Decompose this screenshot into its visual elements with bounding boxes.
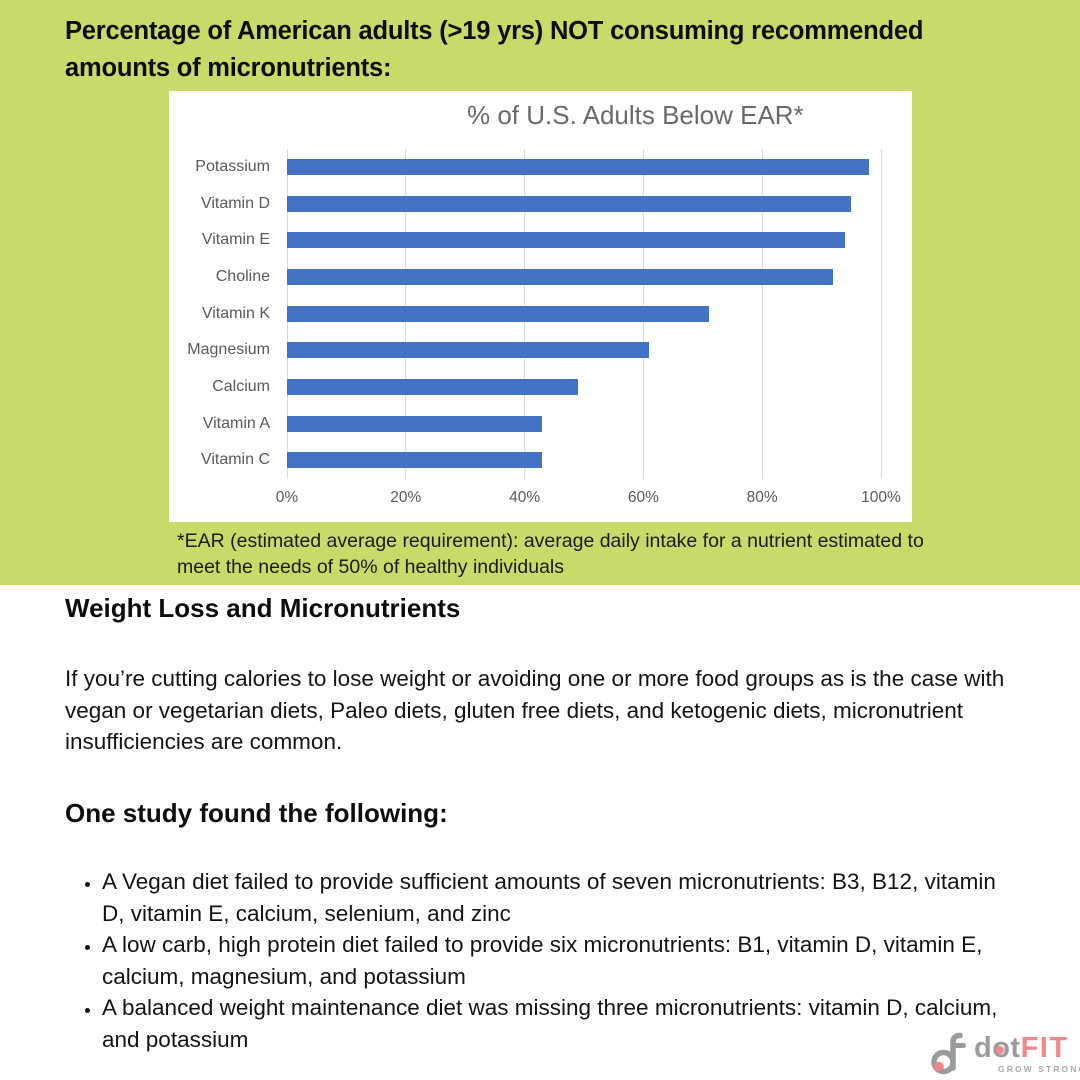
category-label: Vitamin A <box>202 414 270 432</box>
bullet-item: A balanced weight maintenance diet was m… <box>102 992 1000 1055</box>
category-label: Vitamin D <box>200 194 270 212</box>
chart-row: Choline <box>216 259 881 296</box>
bar-vitamin-a <box>287 415 543 432</box>
bullet-item: A low carb, high protein diet failed to … <box>102 929 1000 992</box>
bar-vitamin-k <box>287 305 709 322</box>
chart-footnote: *EAR (estimated average requirement): av… <box>177 530 924 578</box>
logo-tagline: GROW STRONG. <box>998 1064 1080 1074</box>
chart-row: Vitamin D <box>201 186 881 223</box>
bar-potassium <box>287 159 870 175</box>
study-findings-list: A Vegan diet failed to provide sufficien… <box>65 866 1000 1055</box>
intro-paragraph: If you’re cutting calories to lose weigh… <box>65 666 1005 754</box>
x-axis-tick-label: 40% <box>509 489 541 506</box>
hero-section: Percentage of American adults (>19 yrs) … <box>0 0 1080 585</box>
chart-row: Vitamin A <box>203 406 881 443</box>
bar-calcium <box>287 378 579 395</box>
chart-row: Vitamin E <box>202 222 881 259</box>
x-axis-tick-label: 0% <box>275 489 299 506</box>
dotfit-monogram-icon <box>931 1032 966 1075</box>
category-label: Potassium <box>195 158 270 175</box>
x-axis: 0% 20% 40% 60% 80% 100% <box>276 489 901 511</box>
section-heading-study: One study found the following: <box>65 798 448 828</box>
dotfit-logo: dotFIT GROW STRONG. <box>925 1028 1080 1078</box>
chart-row: Magnesium <box>187 332 881 369</box>
chart-row: Calcium <box>212 369 881 406</box>
chart-rows: Potassium Vitamin D Vitamin E Choline Vitami… <box>187 149 881 479</box>
logo-fit-text: FIT <box>1020 1032 1069 1064</box>
bar-vitamin-e <box>287 232 846 249</box>
bar-chart-panel: % of U.S. Adults Below EAR* Potassium Vit… <box>169 91 912 522</box>
bar-vitamin-c <box>287 452 543 469</box>
category-label: Vitamin E <box>201 231 270 249</box>
bar-choline <box>287 268 834 285</box>
x-axis-tick-label: 80% <box>746 489 778 506</box>
x-axis-tick-label: 100% <box>861 489 901 506</box>
chart-plot-area: Potassium Vitamin D Vitamin E Choline Vitami… <box>187 149 901 506</box>
logo-o-dot-icon <box>995 1046 1004 1054</box>
section-heading-weight-loss: Weight Loss and Micronutrients <box>65 593 461 623</box>
category-label: Magnesium <box>187 341 270 359</box>
page-title: Percentage of American adults (>19 yrs) … <box>65 17 924 82</box>
bar-vitamin-d <box>287 195 852 212</box>
bar-magnesium <box>287 342 650 359</box>
chart-row: Potassium <box>195 149 881 186</box>
bullet-item: A Vegan diet failed to provide sufficien… <box>102 866 1000 929</box>
x-axis-tick-label: 20% <box>390 489 422 506</box>
chart-row: Vitamin K <box>202 296 881 333</box>
category-label: Calcium <box>212 377 270 395</box>
category-label: Vitamin K <box>201 304 270 322</box>
category-label: Vitamin C <box>200 451 270 469</box>
gridline <box>761 149 763 479</box>
chart-row: Vitamin C <box>201 442 881 479</box>
x-axis-tick-label: 60% <box>627 489 659 506</box>
logo-dot-text: dot <box>974 1033 1021 1063</box>
chart-title: % of U.S. Adults Below EAR* <box>467 100 804 130</box>
bullet-list: A Vegan diet failed to provide sufficien… <box>65 866 1000 1055</box>
category-label: Choline <box>215 267 270 285</box>
gridline <box>880 149 882 479</box>
logo-wordmark: dotFIT GROW STRONG. <box>974 1028 1080 1074</box>
